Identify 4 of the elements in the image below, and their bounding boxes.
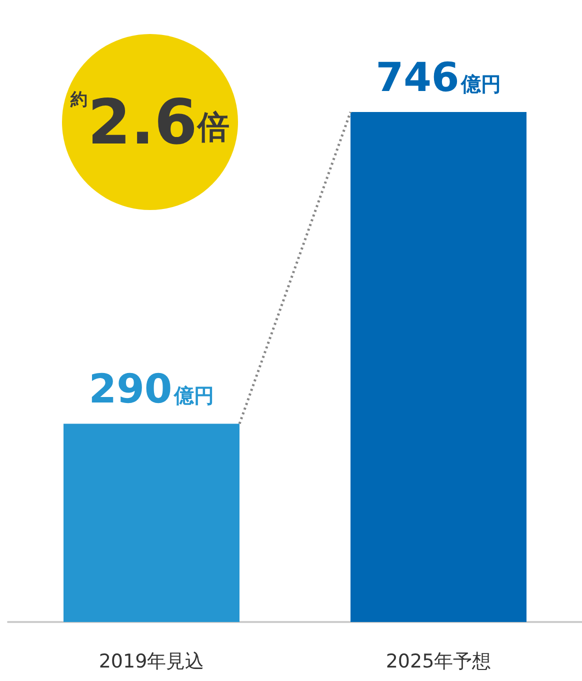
data-label: 746億円 xyxy=(376,55,502,101)
x-tick-label: 2019年見込 xyxy=(98,650,204,672)
x-tick-label: 2025年予想 xyxy=(386,650,492,672)
data-label: 290億円 xyxy=(88,366,214,413)
